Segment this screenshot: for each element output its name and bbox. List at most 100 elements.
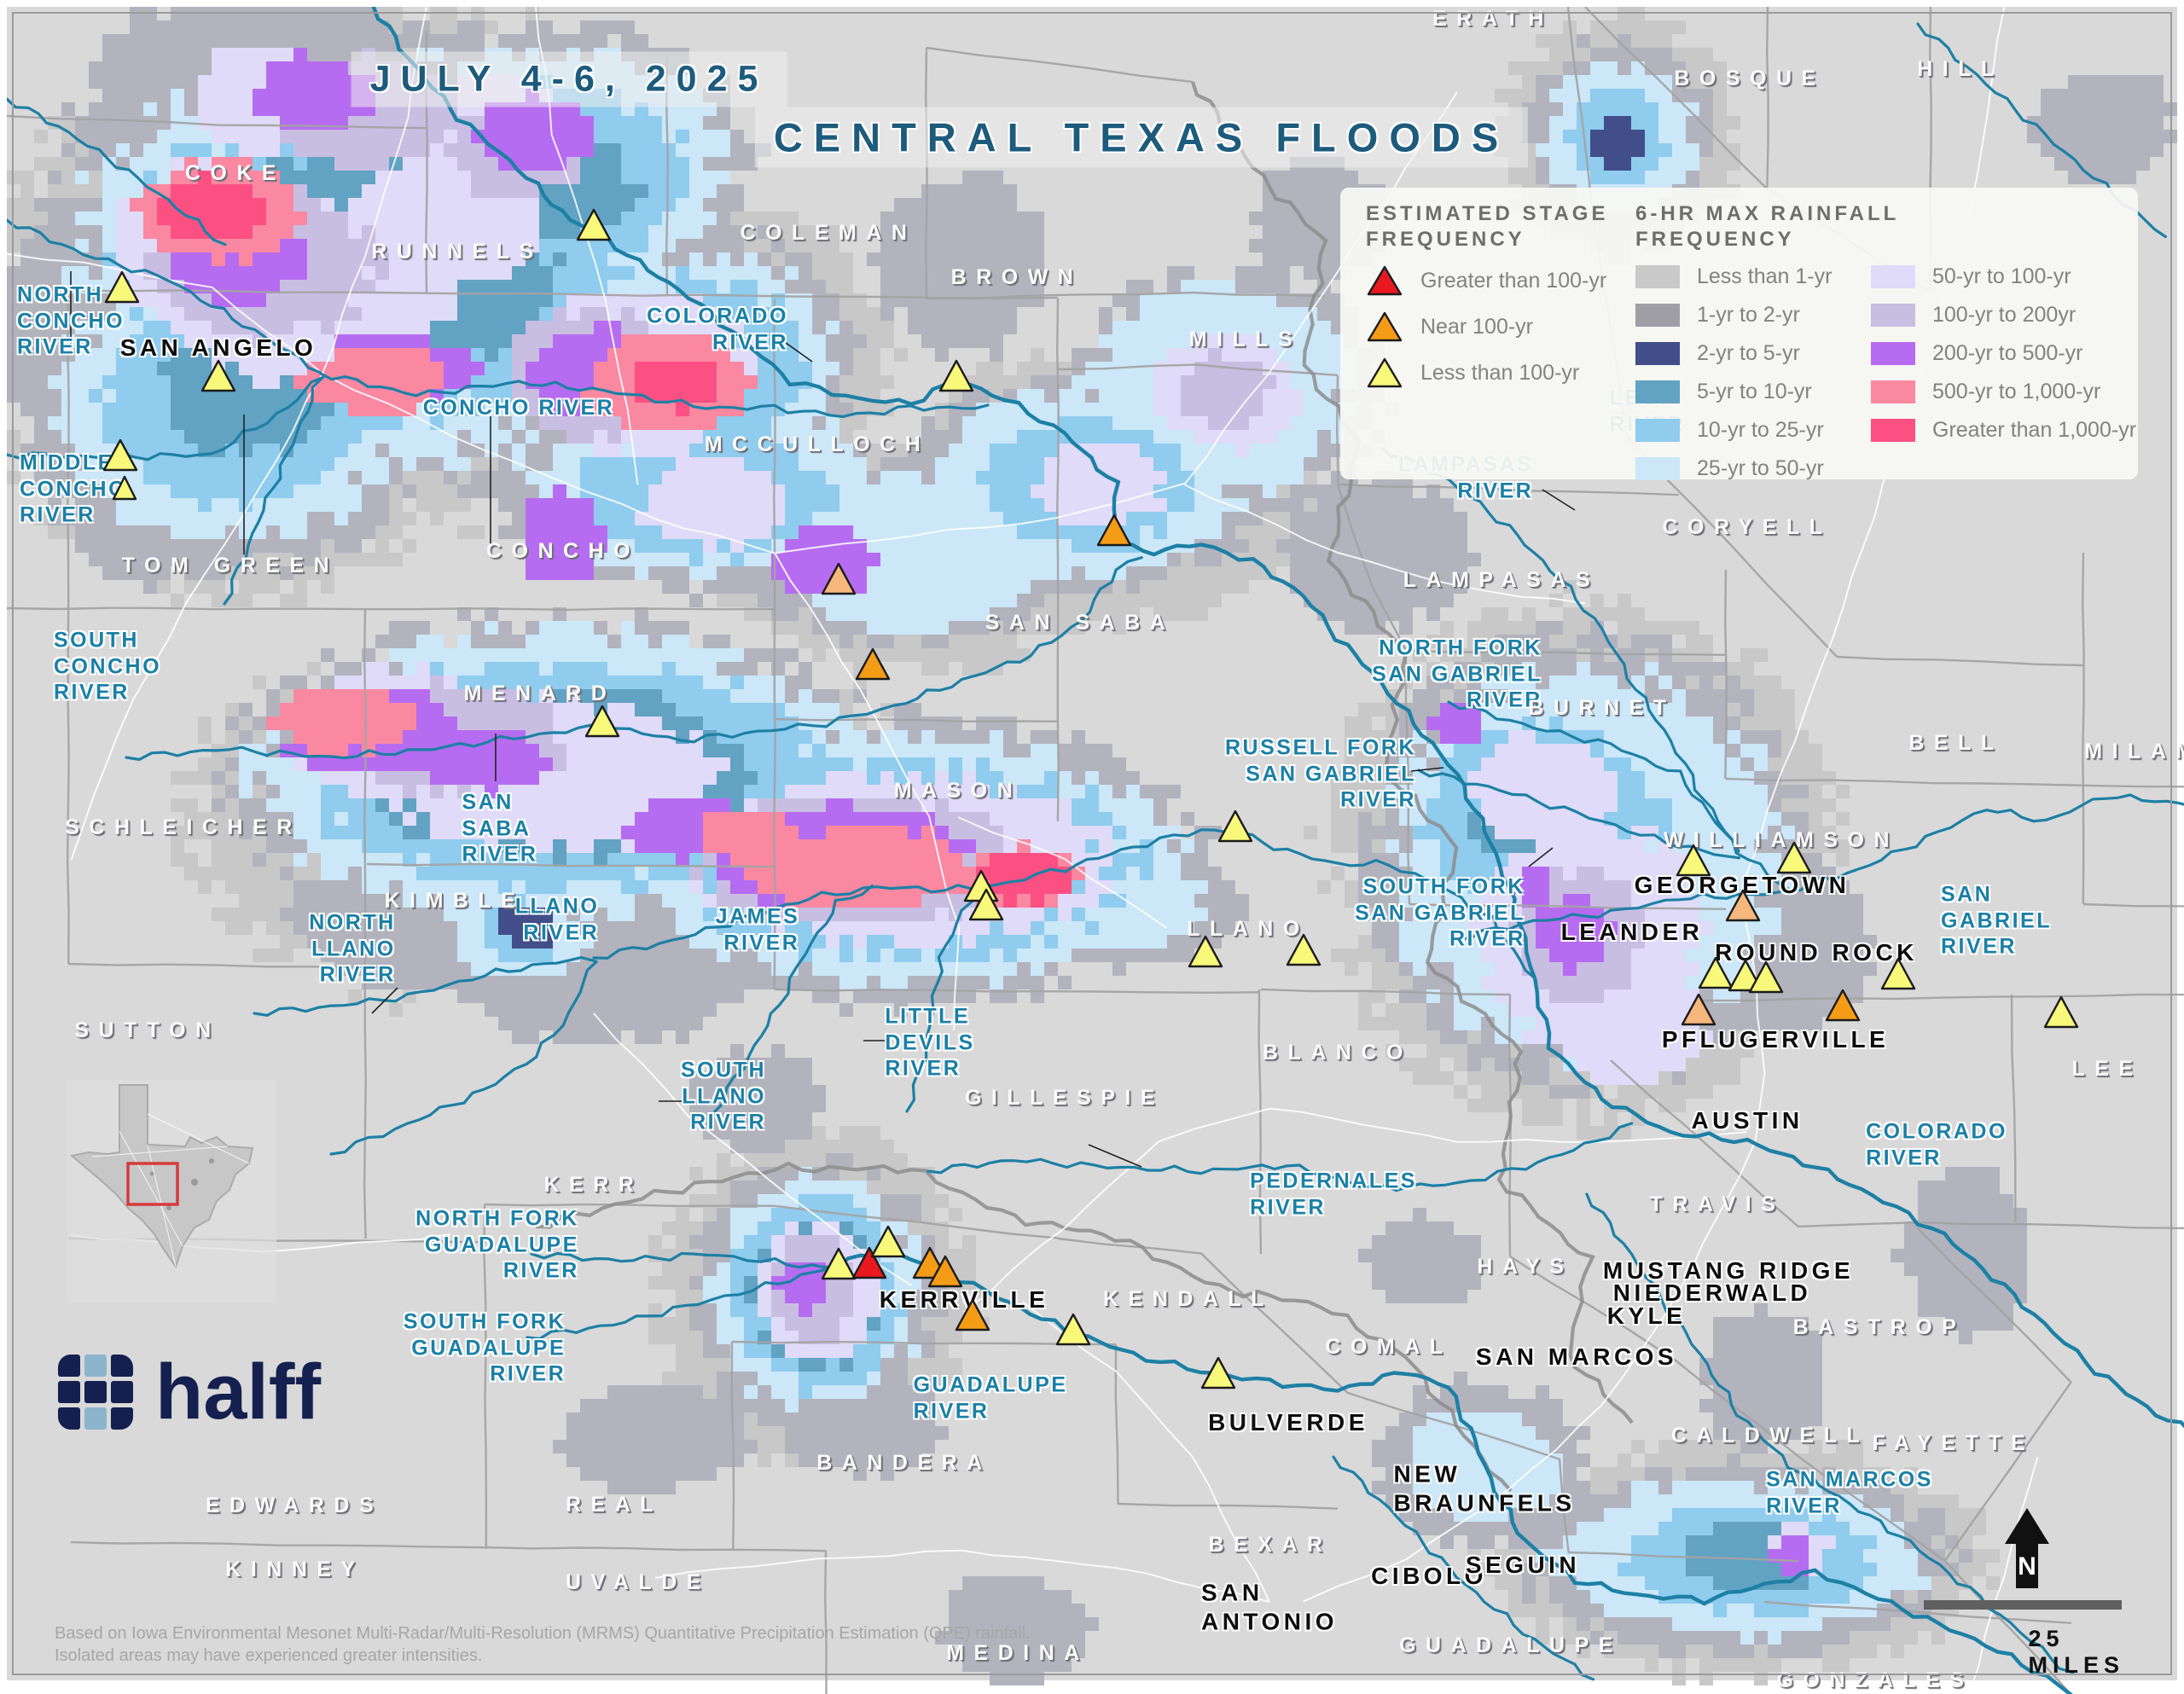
county-label: HAYS (1477, 1255, 1574, 1279)
county-label: REAL (565, 1493, 664, 1517)
footnote-line1: Based on Iowa Environmental Mesonet Mult… (55, 1624, 1031, 1643)
basemap-svg (7, 7, 2184, 1694)
legend-rainfall-item: 200-yr to 500-yr (1871, 334, 2127, 373)
county-label: BELL (1908, 731, 2004, 755)
color-swatch (1635, 342, 1680, 365)
triangle-icon (1367, 265, 1403, 296)
legend-item-label: 200-yr to 500-yr (1932, 341, 2083, 365)
legend-rainfall-item: Greater than 1,000-yr (1871, 411, 2136, 450)
city-label: SAN ANTONIO (1201, 1579, 1338, 1634)
legend-item-label: 500-yr to 1,000-yr (1932, 380, 2101, 403)
legend-rainfall-title: 6-HR MAX RAINFALL FREQUENCY (1635, 202, 1900, 251)
color-swatch (1871, 380, 1915, 403)
legend-rainfall-item: 2-yr to 5-yr (1635, 334, 1870, 373)
river-label: JAMES RIVER (715, 904, 800, 955)
county-label: MASON (893, 779, 1023, 803)
color-swatch (1635, 265, 1680, 288)
gauge-marker-yellow (1217, 809, 1253, 843)
legend-stage-title: ESTIMATED STAGE FREQUENCY (1366, 202, 1609, 251)
county-label: KERR (543, 1173, 644, 1197)
river-label: SOUTH LLANO RIVER (681, 1058, 766, 1134)
county-label: BEXAR (1208, 1533, 1333, 1557)
county-label: ERATH (1432, 7, 1554, 31)
legend-rainfall-col2: 50-yr to 100-yr 100-yr to 200yr 200-yr to … (1871, 201, 2136, 450)
rivers (7, 7, 2184, 1694)
gauge-marker-yellow (200, 359, 236, 392)
gauge-marker-orange-light (1681, 993, 1716, 1026)
inset-extent-box (126, 1162, 179, 1206)
color-swatch (1871, 419, 1915, 442)
gauge-marker-yellow (1200, 1356, 1236, 1389)
legend-rainfall-item: 500-yr to 1,000-yr (1871, 373, 2127, 411)
legend-rainfall-item: 50-yr to 100-yr (1871, 258, 2127, 296)
county-label: BURNET (1528, 696, 1676, 720)
gauge-marker-yellow (104, 270, 140, 304)
legend-rainfall-item: 5-yr to 10-yr (1635, 373, 1870, 411)
city-label: KYLE (1606, 1302, 1687, 1330)
gauge-marker-yellow (1698, 956, 1734, 989)
scale-label: 25 MILES (2028, 1626, 2125, 1678)
river-label: RUSSELL FORK SAN GABRIEL RIVER (1225, 735, 1416, 812)
county-label: COMAL (1325, 1335, 1453, 1359)
river-label: GUADALUPE RIVER (913, 1372, 1068, 1424)
county-label: FAYETTE (1872, 1431, 2036, 1455)
north-arrow: N (2005, 1508, 2049, 1588)
county-label: SCHLEICHER (65, 815, 302, 839)
map-title: JULY 4-6, 2025 (351, 51, 787, 107)
legend-item-label: 100-yr to 200yr (1932, 303, 2077, 327)
city-label: MUSTANG RIDGE (1602, 1257, 1855, 1285)
legend: ESTIMATED STAGE FREQUENCY Greater than 1… (1340, 188, 2138, 480)
color-swatch (1871, 304, 1915, 327)
county-label: BLANCO (1263, 1041, 1413, 1065)
city-label: SAN MARCOS (1475, 1343, 1678, 1371)
legend-item-label: 25-yr to 50-yr (1697, 456, 1824, 480)
legend-rainfall-item: 1-yr to 2-yr (1635, 296, 1870, 334)
north-label: N (2018, 1552, 2036, 1581)
county-label: BANDERA (816, 1451, 992, 1475)
color-swatch (1871, 342, 1915, 365)
gauge-marker-yellow (1055, 1313, 1091, 1346)
gauge-marker-yellow (1676, 844, 1711, 877)
triangle-icon (1367, 357, 1403, 388)
river-label: SAN MARCOS RIVER (1766, 1467, 1933, 1518)
county-label: CALDWELL (1670, 1424, 1870, 1447)
river-label: NORTH FORK SAN GABRIEL RIVER (1372, 635, 1542, 712)
footnote-line2: Isolated areas may have experienced grea… (55, 1646, 483, 1665)
gauge-marker-orange (1096, 513, 1132, 547)
county-label: MILLS (1188, 328, 1303, 351)
legend-rainfall-item: 100-yr to 200yr (1871, 296, 2127, 334)
legend-rainfall-item: 25-yr to 50-yr (1635, 450, 1870, 488)
gauge-marker-orange (955, 1298, 990, 1331)
river-label: NORTH CONCHO RIVER (16, 282, 125, 359)
legend-rainfall-item: 10-yr to 25-yr (1635, 411, 1870, 450)
map-labels: NORTH CONCHO RIVER MIDDLE CONCHO RIVER SOU… (7, 7, 2184, 1692)
gauge-marker-yellow (1188, 935, 1223, 968)
gauge-marker-yellow (576, 208, 612, 241)
county-label: HILL (1917, 57, 2004, 81)
county-label: KIMBLE (384, 889, 526, 913)
gauge-marker-yellow (968, 888, 1004, 921)
gauge-marker-yellow (963, 869, 999, 902)
legend-item-near-100yr: Near 100-yr (1366, 304, 1622, 350)
river-label: COLORADO RIVER (1866, 1119, 2007, 1170)
city-label: SAN ANGELO (119, 334, 317, 362)
city-label: NEW BRAUNFELS (1393, 1460, 1576, 1516)
county-label: KENDALL (1103, 1287, 1274, 1311)
map-subtitle: CENTRAL TEXAS FLOODS (754, 107, 1529, 168)
county-label: TRAVIS (1649, 1192, 1786, 1216)
legend-item-less-than-100yr: Less than 100-yr (1366, 350, 1622, 396)
stage-gauge-markers (102, 208, 2079, 1389)
river-label: CONCHO RIVER (422, 395, 615, 420)
color-swatch (1635, 380, 1680, 403)
county-label: BOSQUE (1674, 67, 1826, 90)
county-label: LAMPASAS (1403, 568, 1600, 592)
county-label: CORYELL (1662, 515, 1833, 539)
county-label: MEDINA (946, 1641, 1089, 1665)
county-label: UVALDE (566, 1570, 711, 1594)
gauge-marker-yellow (821, 1247, 857, 1280)
color-swatch (1635, 419, 1680, 442)
river-label: PEDERNALES RIVER (1250, 1169, 1417, 1220)
gauge-marker-yellow (870, 1225, 906, 1258)
gauge-marker-yellow (1286, 933, 1321, 966)
